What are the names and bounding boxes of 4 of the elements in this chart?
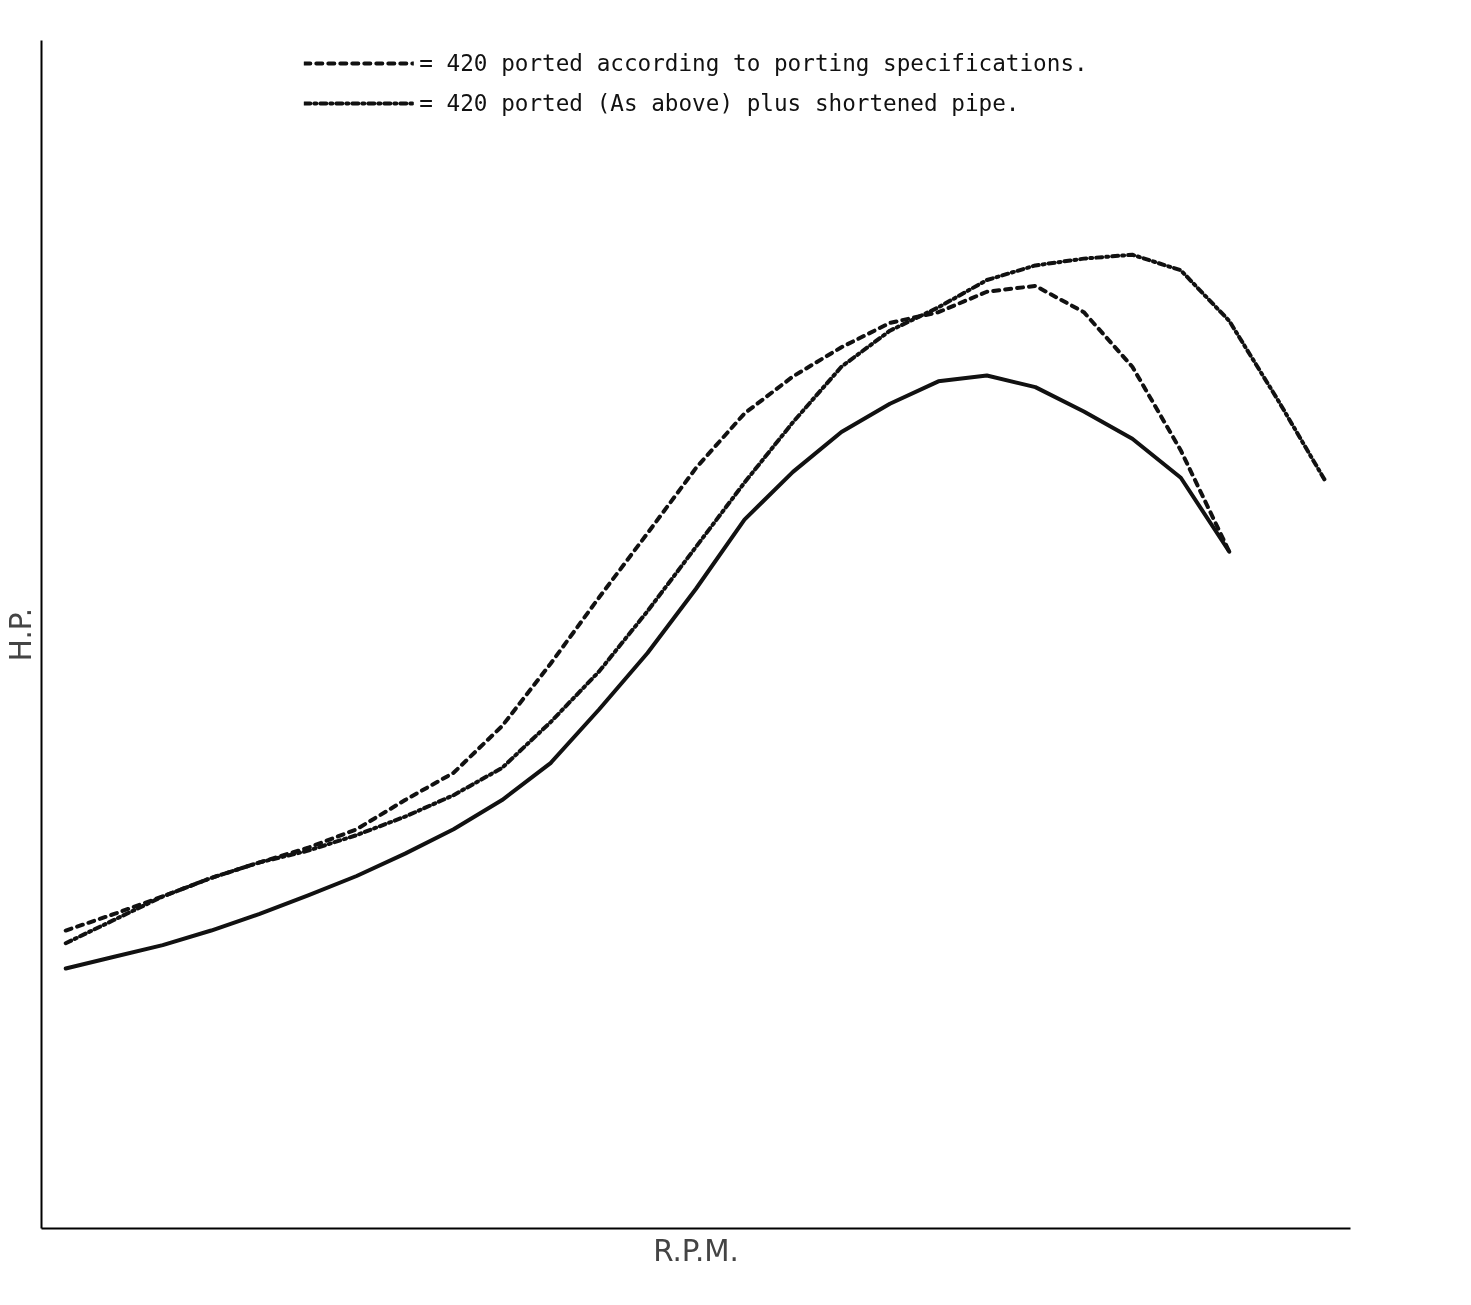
legend-label: = 420 ported (As above) plus shortened pipe. [419, 90, 1020, 116]
legend-label: = 420 ported according to porting specifications. [419, 50, 1088, 76]
x-axis-title: R.P.M. [653, 1233, 739, 1268]
y-axis-title: H.P. [3, 607, 38, 662]
